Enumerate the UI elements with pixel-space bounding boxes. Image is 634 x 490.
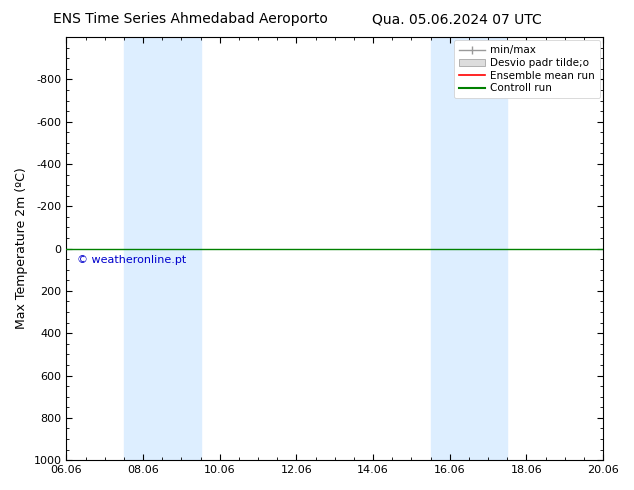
Text: ENS Time Series Ahmedabad Aeroporto: ENS Time Series Ahmedabad Aeroporto — [53, 12, 328, 26]
Bar — [430, 37, 507, 460]
Text: Qua. 05.06.2024 07 UTC: Qua. 05.06.2024 07 UTC — [372, 12, 541, 26]
Y-axis label: Max Temperature 2m (ºC): Max Temperature 2m (ºC) — [15, 168, 28, 329]
Legend: min/max, Desvio padr tilde;o, Ensemble mean run, Controll run: min/max, Desvio padr tilde;o, Ensemble m… — [453, 40, 600, 98]
Bar — [124, 37, 200, 460]
Text: © weatheronline.pt: © weatheronline.pt — [77, 255, 186, 265]
